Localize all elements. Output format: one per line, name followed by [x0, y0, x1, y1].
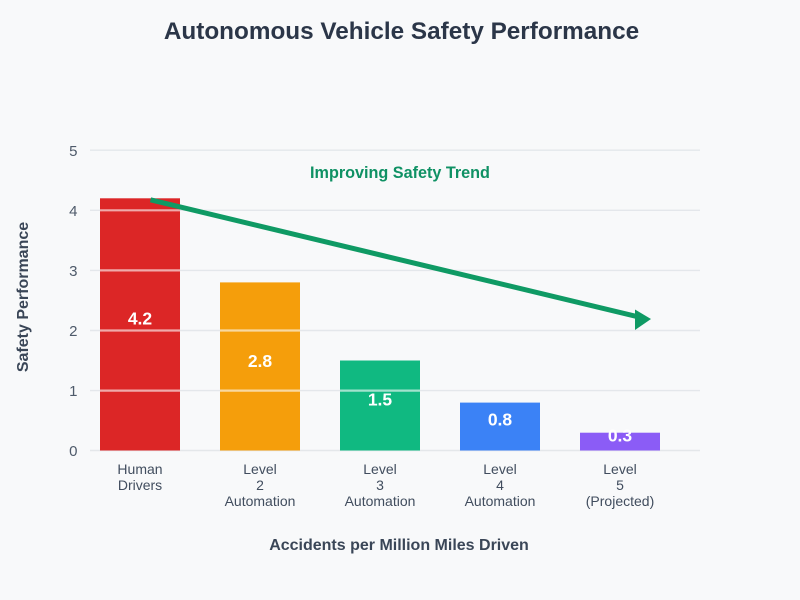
svg-text:Automation: Automation [345, 493, 416, 509]
svg-text:Accidents per Million Miles Dr: Accidents per Million Miles Driven [269, 537, 529, 554]
svg-text:0.3: 0.3 [608, 426, 633, 446]
svg-text:0: 0 [69, 443, 77, 460]
svg-text:4.2: 4.2 [128, 309, 153, 329]
svg-text:Level: Level [603, 461, 636, 477]
svg-text:3: 3 [69, 263, 77, 280]
svg-text:1.5: 1.5 [368, 390, 393, 410]
svg-text:4: 4 [496, 477, 504, 493]
svg-text:4: 4 [69, 203, 77, 220]
svg-text:3: 3 [376, 477, 384, 493]
svg-text:Level: Level [483, 461, 516, 477]
svg-text:Drivers: Drivers [118, 477, 162, 493]
svg-text:2: 2 [256, 477, 264, 493]
svg-text:5: 5 [69, 143, 77, 160]
svg-text:Improving Safety Trend: Improving Safety Trend [310, 164, 490, 182]
svg-text:0.8: 0.8 [488, 410, 513, 430]
svg-text:Automation: Automation [465, 493, 536, 509]
svg-text:5: 5 [616, 477, 624, 493]
svg-text:Autonomous Vehicle Safety Perf: Autonomous Vehicle Safety Performance [164, 18, 639, 45]
svg-text:Automation: Automation [225, 493, 296, 509]
svg-text:(Projected): (Projected) [586, 493, 654, 509]
svg-text:Level: Level [363, 461, 396, 477]
svg-text:2: 2 [69, 323, 77, 340]
svg-text:Safety Performance: Safety Performance [15, 222, 32, 372]
svg-text:Human: Human [117, 461, 162, 477]
svg-text:2.8: 2.8 [248, 351, 273, 371]
svg-text:Level: Level [243, 461, 276, 477]
svg-text:1: 1 [69, 383, 77, 400]
